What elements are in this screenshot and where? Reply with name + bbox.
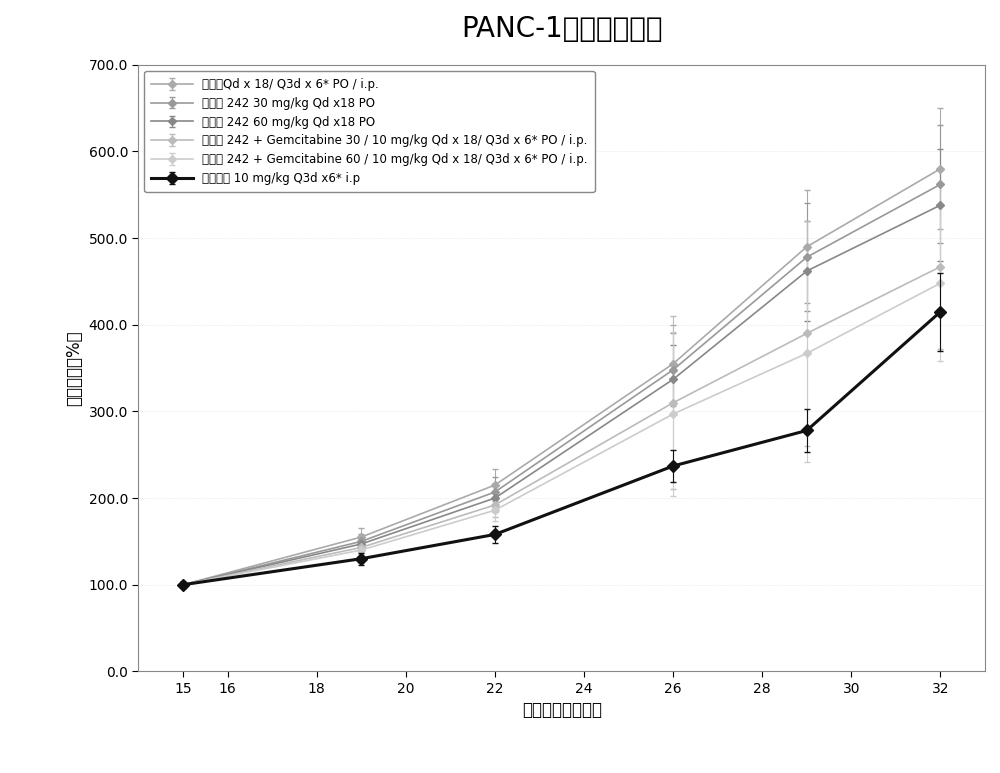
Y-axis label: 肿瘤生长（%）: 肿瘤生长（%） (65, 330, 83, 406)
X-axis label: 肿瘤接种后的天数: 肿瘤接种后的天数 (522, 701, 602, 720)
Legend: 媒介物Qd x 18/ Q3d x 6* PO / i.p., 化合物 242 30 mg/kg Qd x18 PO, 化合物 242 60 mg/kg Qd : 媒介物Qd x 18/ Q3d x 6* PO / i.p., 化合物 242 … (144, 70, 595, 192)
Title: PANC-1肿瘤生长抑制: PANC-1肿瘤生长抑制 (461, 15, 662, 43)
